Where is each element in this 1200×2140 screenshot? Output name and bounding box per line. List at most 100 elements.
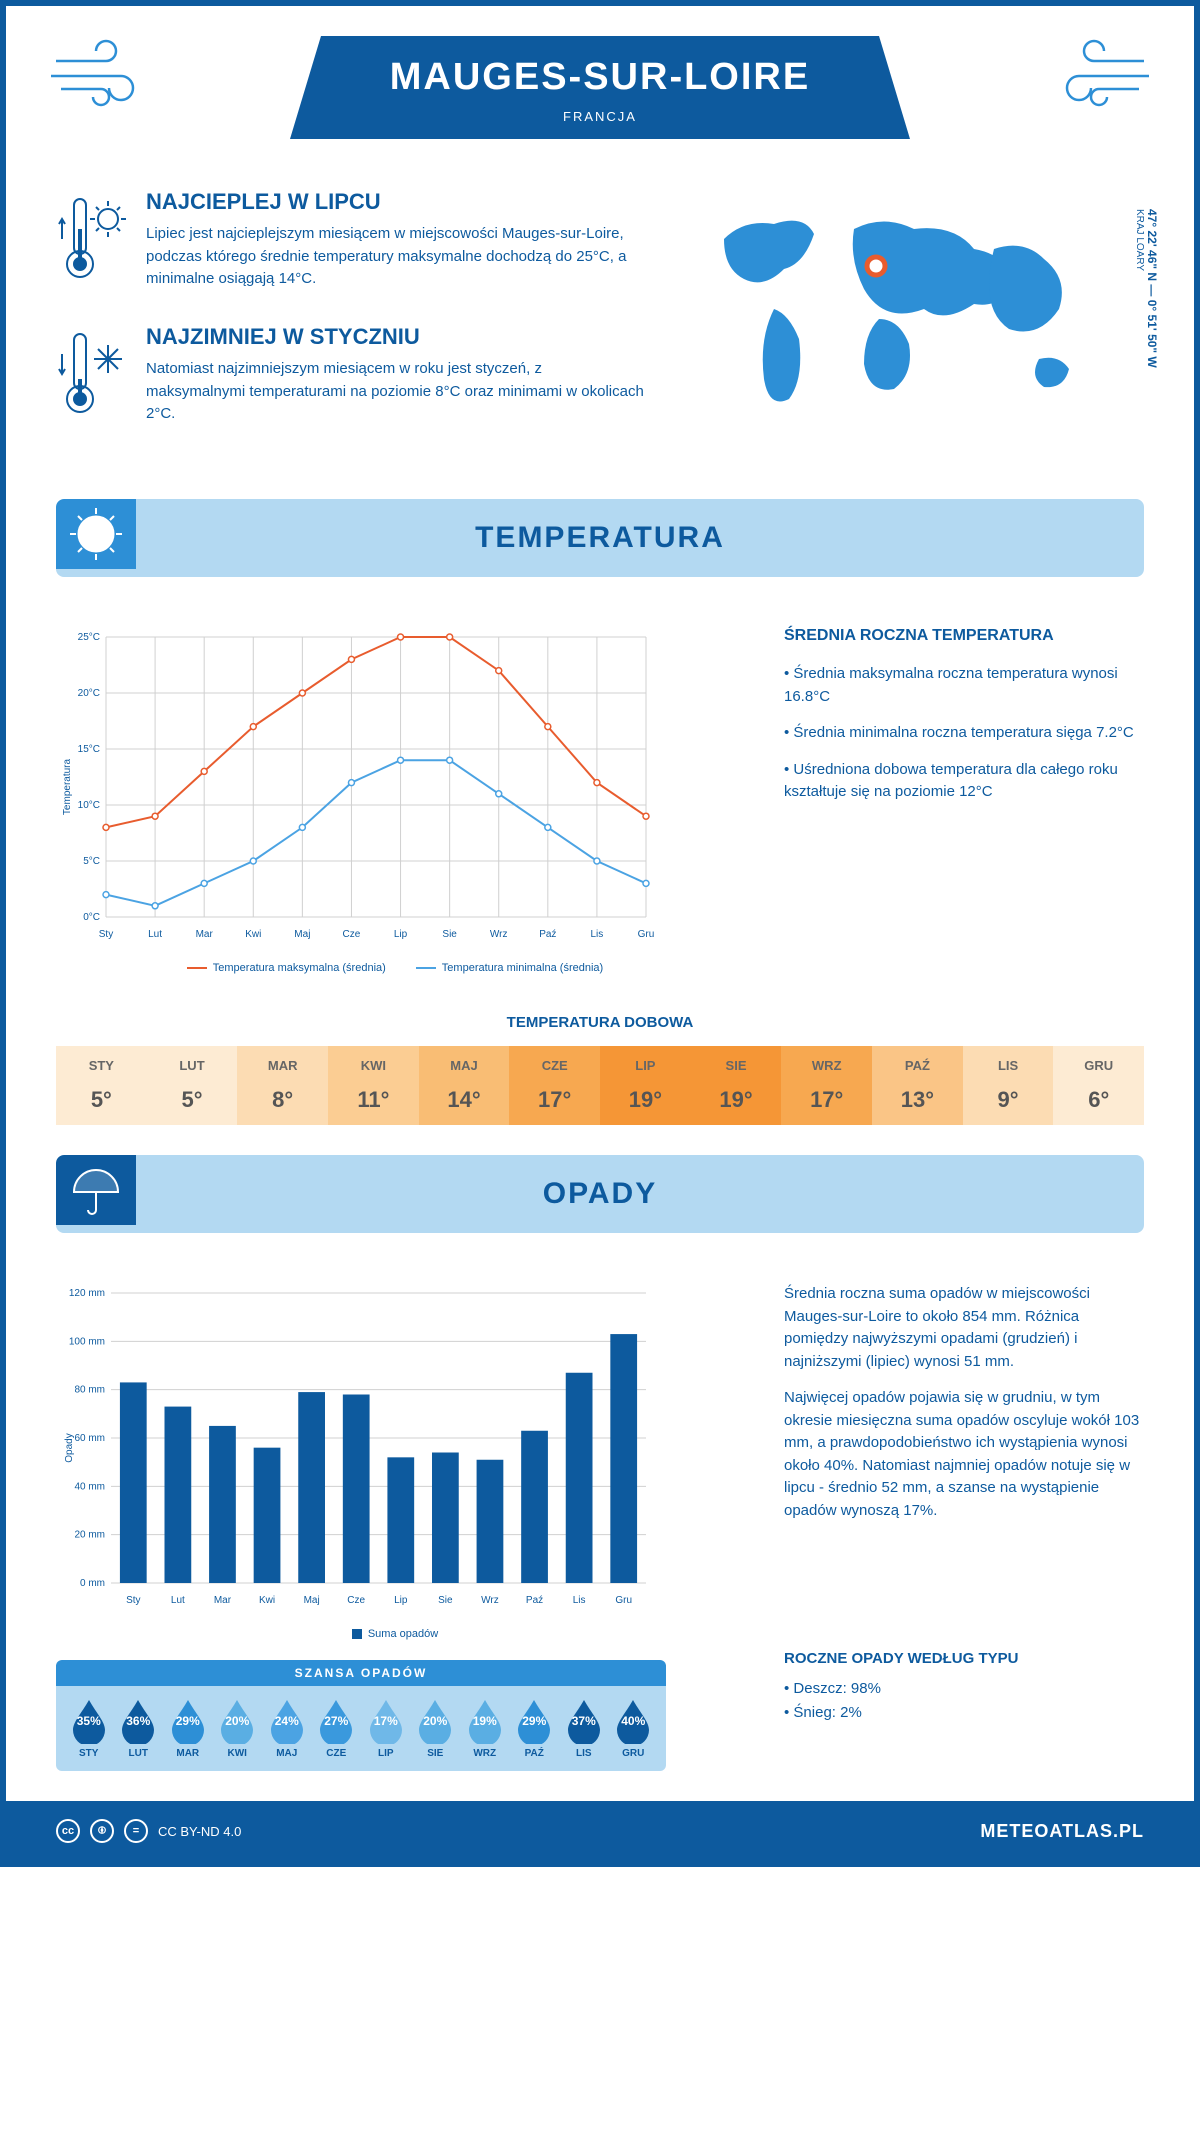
daily-cell: SIE19°	[691, 1046, 782, 1125]
chance-drop: 35%STY	[69, 1698, 109, 1759]
coldest-body: Natomiast najzimniejszym miesiącem w rok…	[146, 358, 644, 426]
cc-icon: cc	[56, 1819, 80, 1843]
daily-cell: GRU6°	[1053, 1046, 1144, 1125]
header: MAUGES-SUR-LOIRE FRANCJA	[6, 6, 1194, 159]
footer: cc 🅯 = CC BY-ND 4.0 METEOATLAS.PL	[6, 1801, 1194, 1861]
daily-cell: MAR8°	[237, 1046, 328, 1125]
warmest-title: NAJCIEPLEJ W LIPCU	[146, 189, 644, 215]
temperature-section-header: TEMPERATURA	[56, 499, 1144, 577]
svg-text:Opady: Opady	[64, 1433, 75, 1462]
svg-text:Mar: Mar	[196, 929, 214, 940]
svg-text:Mar: Mar	[214, 1595, 232, 1606]
daily-cell: KWI11°	[328, 1046, 419, 1125]
svg-text:Kwi: Kwi	[245, 929, 261, 940]
svg-text:Lut: Lut	[148, 929, 162, 940]
svg-text:120 mm: 120 mm	[69, 1288, 105, 1299]
svg-text:100 mm: 100 mm	[69, 1336, 105, 1347]
page-title: MAUGES-SUR-LOIRE	[350, 56, 850, 99]
svg-text:Gru: Gru	[638, 929, 655, 940]
precip-sidebar: Średnia roczna suma opadów w miejscowośc…	[784, 1283, 1144, 1640]
coldest-title: NAJZIMNIEJ W STYCZNIU	[146, 324, 644, 350]
svg-text:15°C: 15°C	[78, 744, 100, 755]
coldest-fact: NAJZIMNIEJ W STYCZNIU Natomiast najzimni…	[56, 324, 644, 429]
daily-cell: STY5°	[56, 1046, 147, 1125]
chance-drop: 27%CZE	[316, 1698, 356, 1759]
thermometer-cold-icon	[56, 324, 126, 429]
precip-chart-legend: Suma opadów	[56, 1628, 734, 1640]
svg-text:Lip: Lip	[394, 1595, 408, 1606]
svg-text:25°C: 25°C	[78, 632, 100, 643]
chance-drop: 29%MAR	[168, 1698, 208, 1759]
chance-drop: 29%PAŹ	[514, 1698, 554, 1759]
svg-text:Sie: Sie	[442, 929, 457, 940]
svg-text:Lip: Lip	[394, 929, 408, 940]
svg-text:60 mm: 60 mm	[74, 1433, 105, 1444]
chance-drop: 40%GRU	[613, 1698, 653, 1759]
nd-icon: =	[124, 1819, 148, 1843]
title-banner: MAUGES-SUR-LOIRE FRANCJA	[290, 36, 910, 139]
svg-text:80 mm: 80 mm	[74, 1385, 105, 1396]
chance-drop: 20%KWI	[217, 1698, 257, 1759]
by-icon: 🅯	[90, 1819, 114, 1843]
daily-cell: LIS9°	[963, 1046, 1054, 1125]
svg-text:5°C: 5°C	[83, 856, 100, 867]
svg-text:Kwi: Kwi	[259, 1595, 275, 1606]
svg-text:Lut: Lut	[171, 1595, 185, 1606]
chance-drop: 37%LIS	[564, 1698, 604, 1759]
precip-type-sidebar: ROCZNE OPADY WEDŁUG TYPU • Deszcz: 98% •…	[784, 1650, 1144, 1725]
svg-text:Paź: Paź	[526, 1595, 543, 1606]
svg-text:Paź: Paź	[539, 929, 556, 940]
svg-text:10°C: 10°C	[78, 800, 100, 811]
temperature-heading: TEMPERATURA	[78, 521, 1122, 555]
svg-text:Sie: Sie	[438, 1595, 453, 1606]
temp-sidebar: ŚREDNIA ROCZNA TEMPERATURA • Średnia mak…	[784, 627, 1144, 974]
daily-temp-table: STY5°LUT5°MAR8°KWI11°MAJ14°CZE17°LIP19°S…	[56, 1046, 1144, 1125]
svg-text:40 mm: 40 mm	[74, 1481, 105, 1492]
chance-drop: 20%SIE	[415, 1698, 455, 1759]
daily-cell: WRZ17°	[781, 1046, 872, 1125]
svg-text:Cze: Cze	[343, 929, 361, 940]
daily-cell: PAŹ13°	[872, 1046, 963, 1125]
svg-text:Temperatura: Temperatura	[62, 758, 73, 815]
svg-text:Lis: Lis	[573, 1595, 586, 1606]
temp-sidebar-title: ŚREDNIA ROCZNA TEMPERATURA	[784, 627, 1144, 645]
wind-icon	[46, 31, 156, 116]
wind-icon	[1044, 31, 1154, 116]
svg-text:Sty: Sty	[99, 929, 113, 940]
svg-text:Maj: Maj	[294, 929, 310, 940]
daily-cell: LIP19°	[600, 1046, 691, 1125]
svg-text:0 mm: 0 mm	[80, 1578, 105, 1589]
daily-cell: LUT5°	[147, 1046, 238, 1125]
svg-text:Cze: Cze	[347, 1595, 365, 1606]
temp-chart-legend: Temperatura maksymalna (średnia) Tempera…	[56, 962, 734, 974]
daily-cell: MAJ14°	[419, 1046, 510, 1125]
chance-drop: 17%LIP	[366, 1698, 406, 1759]
country-label: FRANCJA	[350, 109, 850, 124]
sun-icon	[66, 504, 126, 564]
svg-text:Wrz: Wrz	[481, 1595, 499, 1606]
chance-drop: 24%MAJ	[267, 1698, 307, 1759]
svg-text:Wrz: Wrz	[490, 929, 508, 940]
svg-text:0°C: 0°C	[83, 912, 100, 923]
svg-text:Maj: Maj	[304, 1595, 320, 1606]
daily-temp-title: TEMPERATURA DOBOWA	[6, 1014, 1194, 1031]
chance-drop: 36%LUT	[118, 1698, 158, 1759]
precipitation-heading: OPADY	[78, 1177, 1122, 1211]
precipitation-chance-row: 35%STY36%LUT29%MAR20%KWI24%MAJ27%CZE17%L…	[56, 1686, 666, 1771]
brand-logo: METEOATLAS.PL	[980, 1821, 1144, 1842]
svg-text:Gru: Gru	[615, 1595, 632, 1606]
precipitation-section-header: OPADY	[56, 1155, 1144, 1233]
svg-text:Lis: Lis	[591, 929, 604, 940]
svg-text:20 mm: 20 mm	[74, 1530, 105, 1541]
coordinates: 47° 22' 46" N — 0° 51' 50" W KRAJ LOARY	[1134, 209, 1159, 368]
svg-text:Sty: Sty	[126, 1595, 140, 1606]
svg-text:20°C: 20°C	[78, 688, 100, 699]
warmest-fact: NAJCIEPLEJ W LIPCU Lipiec jest najcieple…	[56, 189, 644, 294]
umbrella-icon	[66, 1160, 126, 1220]
daily-cell: CZE17°	[509, 1046, 600, 1125]
warmest-body: Lipiec jest najcieplejszym miesiącem w m…	[146, 223, 644, 291]
precipitation-bar-chart: 0 mm 20 mm 40 mm 60 mm 80 mm 100 mm 120 mm Sty L…	[56, 1283, 656, 1613]
thermometer-hot-icon	[56, 189, 126, 294]
chance-drop: 19%WRZ	[465, 1698, 505, 1759]
world-map: 47° 22' 46" N — 0° 51' 50" W KRAJ LOARY	[684, 189, 1144, 459]
